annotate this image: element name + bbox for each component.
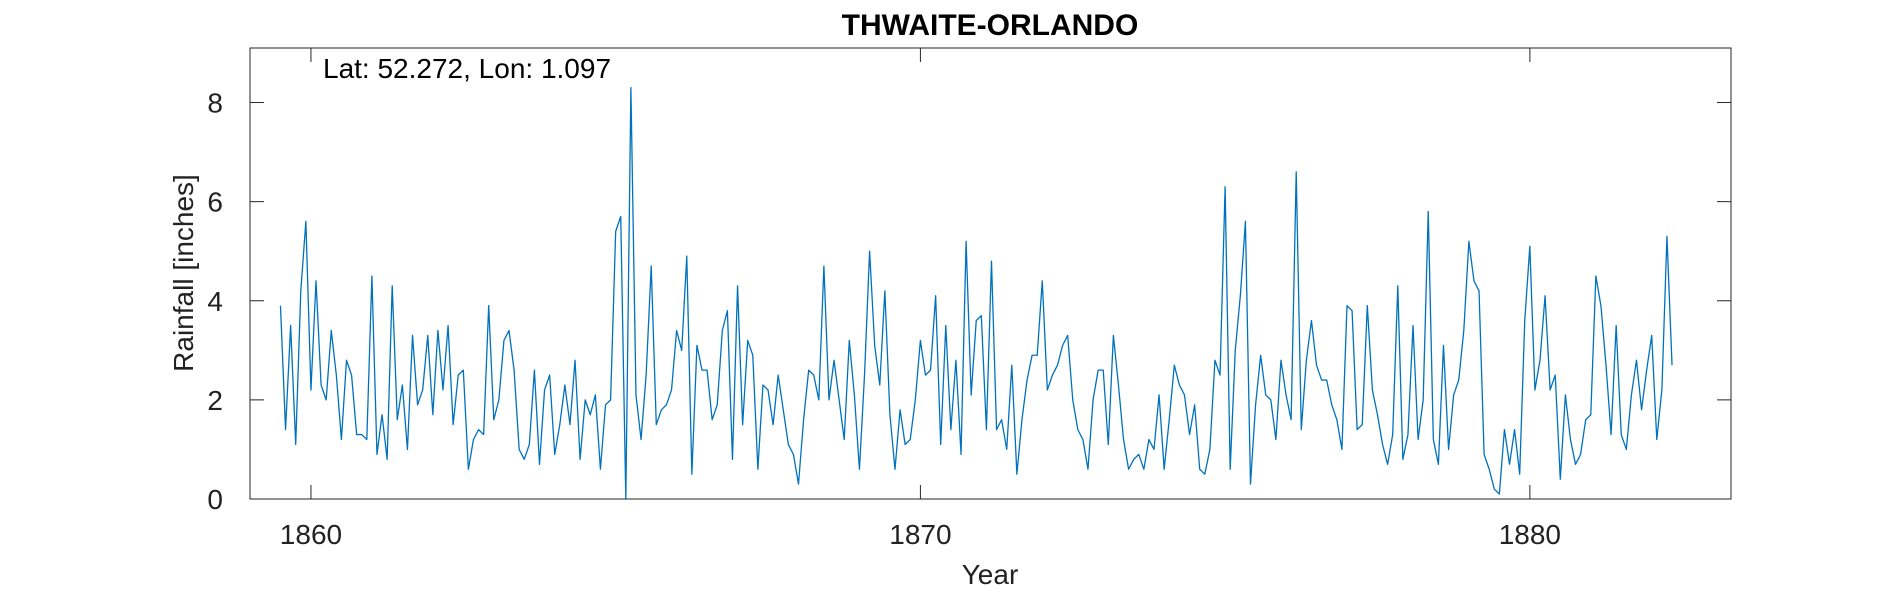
x-axis-label: Year: [962, 559, 1019, 590]
plot-frame: [249, 47, 1732, 500]
y-tick-label: 0: [207, 484, 223, 515]
x-tick-label: 1880: [1499, 519, 1561, 550]
x-tick-label: 1860: [280, 519, 342, 550]
y-tick-label: 4: [207, 286, 223, 317]
chart-title: THWAITE-ORLANDO: [842, 9, 1139, 42]
x-tick-label: 1870: [889, 519, 951, 550]
series-line-rainfall: [279, 87, 1673, 500]
location-annotation: Lat: 52.272, Lon: 1.097: [323, 53, 611, 84]
y-axis-label: Rainfall [inches]: [168, 174, 199, 372]
y-tick-label: 8: [207, 88, 223, 119]
y-tick-label: 2: [207, 385, 223, 416]
y-tick-label: 6: [207, 187, 223, 218]
tick-labels: 1860 1870 1880 0 2 4 6 8: [207, 88, 1561, 550]
